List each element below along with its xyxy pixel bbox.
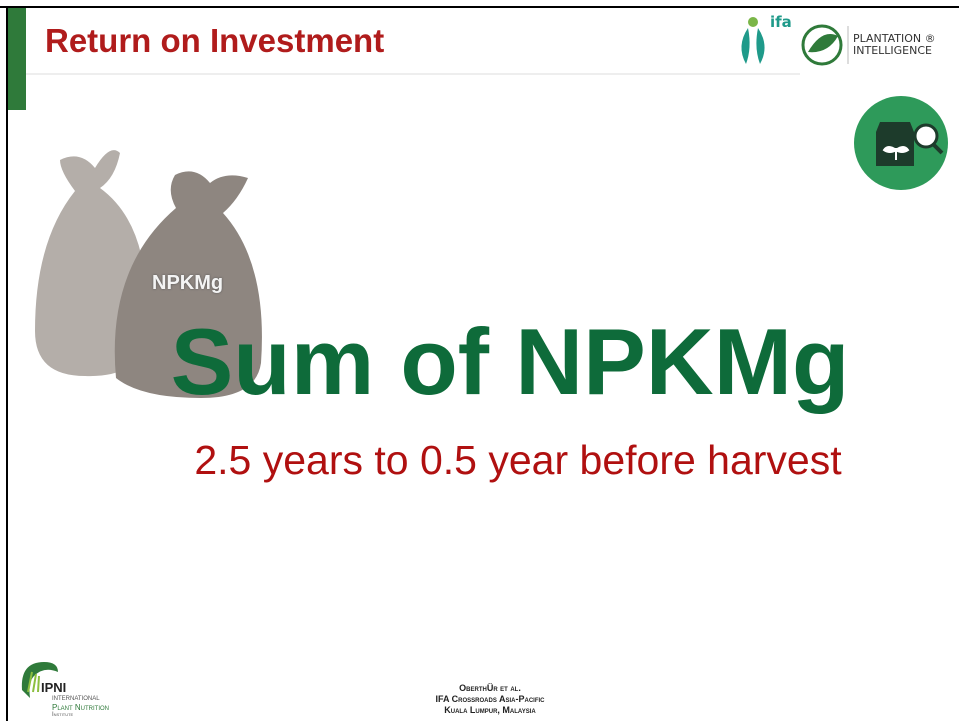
ipni-text: Institute bbox=[52, 712, 74, 718]
pi-logo-text: INTELLIGENCE bbox=[853, 44, 932, 57]
accent-bar bbox=[8, 8, 26, 110]
ipni-text: Plant Nutrition bbox=[52, 703, 110, 712]
bag-label: NPKMg bbox=[152, 272, 224, 294]
ipni-mark bbox=[21, 662, 58, 698]
pi-logo bbox=[801, 24, 849, 66]
headline: Sum of NPKMg bbox=[170, 309, 850, 414]
footer-line: Kuala Lumpur, Malaysia bbox=[444, 705, 536, 715]
fertilizer-sacks bbox=[35, 150, 262, 398]
ifa-logo-text: ifa bbox=[770, 13, 792, 31]
pi-logo-text: PLANTATION ® bbox=[853, 32, 936, 45]
slide-title: Return on Investment bbox=[45, 22, 385, 59]
subheadline: 2.5 years to 0.5 year before harvest bbox=[194, 437, 842, 483]
footer-line: IFA Crossroads Asia-Pacific bbox=[435, 694, 545, 704]
ifa-logo bbox=[741, 17, 765, 64]
ipni-text: International bbox=[52, 696, 100, 702]
footer-line: OberthÜr et al. bbox=[459, 683, 521, 693]
fertilizer-icon bbox=[854, 96, 948, 190]
ipni-name: IPNI bbox=[41, 680, 67, 695]
